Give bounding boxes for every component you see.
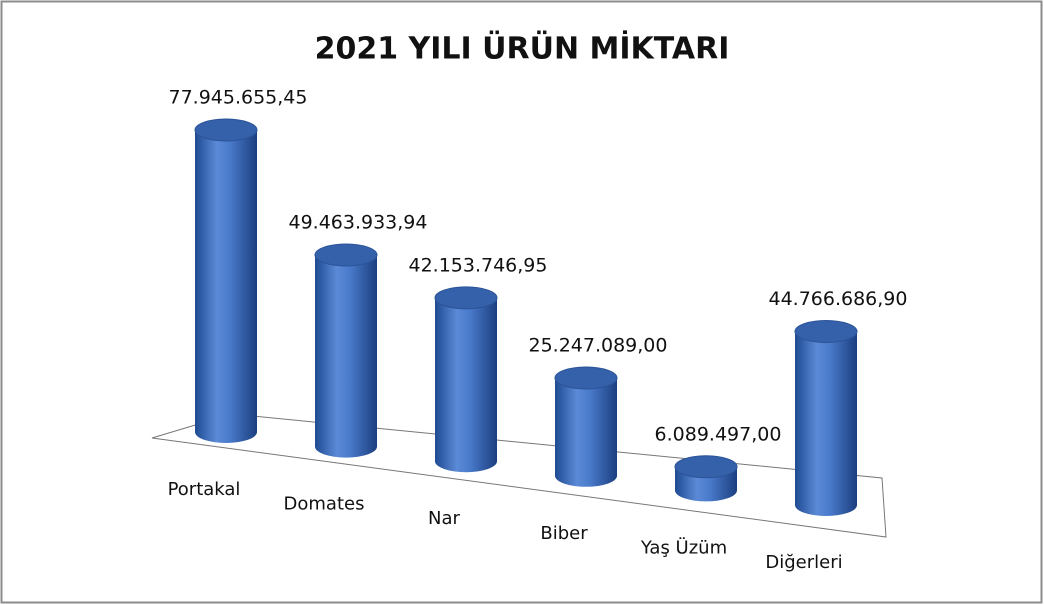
value-label: 6.089.497,00 [655, 423, 782, 445]
bar [315, 254, 377, 458]
bar [555, 377, 617, 487]
value-label: 49.463.933,94 [288, 211, 427, 233]
bar-top [434, 286, 498, 310]
x-tick-label: Yaş Üzüm [640, 536, 727, 558]
value-label: 44.766.686,90 [768, 288, 907, 310]
x-tick-label: Portakal [168, 479, 241, 500]
bar-top [674, 455, 738, 479]
bar-top [314, 243, 378, 267]
x-tick-label: Diğerleri [765, 552, 842, 573]
x-tick-label: Biber [540, 523, 588, 544]
bar-top [194, 118, 258, 142]
value-label: 77.945.655,45 [168, 87, 307, 109]
bar-top [794, 320, 858, 344]
x-tick-label: Nar [428, 508, 460, 529]
bar-top [554, 366, 618, 390]
value-label: 42.153.746,95 [408, 254, 547, 276]
bar [435, 297, 497, 473]
value-label: 25.247.089,00 [528, 334, 667, 356]
x-tick-label: Domates [284, 494, 365, 515]
bar [795, 331, 857, 516]
chart-title: 2021 YILI ÜRÜN MİKTARI [315, 30, 730, 67]
bar [195, 130, 257, 443]
